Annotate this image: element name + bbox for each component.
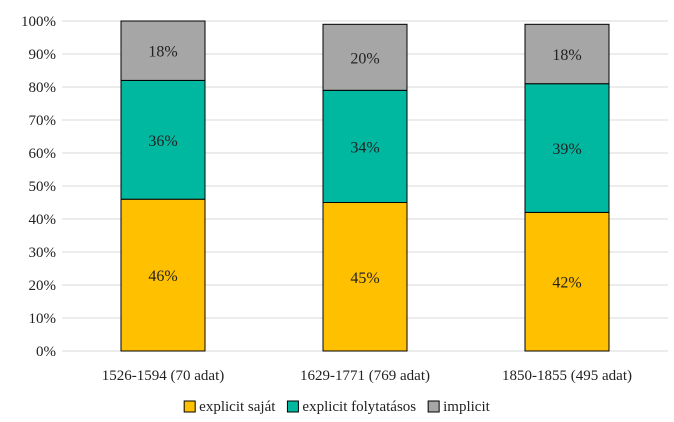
bar-segment xyxy=(120,198,206,352)
x-category-label: 1850-1855 (495 adat) xyxy=(502,368,632,384)
y-tick-label: 10% xyxy=(29,311,57,327)
y-tick-label: 30% xyxy=(29,245,57,261)
legend-label: implicit xyxy=(443,399,490,415)
data-label: 42% xyxy=(552,275,581,292)
x-category-label: 1629-1771 (769 adat) xyxy=(300,368,430,384)
y-tick-label: 20% xyxy=(29,278,57,294)
data-label: 18% xyxy=(148,44,177,61)
y-tick-label: 100% xyxy=(21,14,56,30)
x-axis-categories: 1526-1594 (70 adat) 1629-1771 (769 adat) 1… xyxy=(102,368,632,384)
legend: explicit saját explicit folytatásos implic… xyxy=(183,399,491,415)
bar-segment xyxy=(120,20,206,81)
bar-segment xyxy=(322,89,408,203)
x-category-label: 1526-1594 (70 adat) xyxy=(102,368,224,384)
legend-swatch xyxy=(183,400,196,413)
data-label: 36% xyxy=(148,133,177,150)
y-tick-label: 40% xyxy=(29,212,57,228)
data-label: 34% xyxy=(350,139,379,156)
data-label: 18% xyxy=(552,47,581,64)
y-tick-label: 50% xyxy=(29,179,57,195)
y-tick-label: 60% xyxy=(29,146,57,162)
data-labels: 46% 36% 18% 45% 34% 20% 42% 39% 18% xyxy=(148,44,581,292)
bar-segment xyxy=(120,79,206,200)
bars xyxy=(120,20,610,352)
bar-segment xyxy=(322,202,408,352)
bar-segment xyxy=(524,83,610,213)
y-tick-label: 90% xyxy=(29,47,57,63)
legend-label: explicit saját xyxy=(199,399,276,415)
legend-swatch xyxy=(286,400,299,413)
legend-swatch xyxy=(427,400,440,413)
legend-item: implicit xyxy=(427,399,491,415)
bar-segment xyxy=(524,23,610,85)
legend-label: explicit folytatásos xyxy=(302,399,416,415)
y-tick-label: 0% xyxy=(36,344,56,360)
y-axis-ticks: 0% 10% 20% 30% 40% 50% 60% 70% 80% 90% 100% xyxy=(21,14,56,360)
bar-segment xyxy=(322,23,408,91)
legend-item: explicit folytatásos xyxy=(286,399,416,415)
legend-item: explicit saját xyxy=(183,399,276,415)
data-label: 45% xyxy=(350,270,379,287)
bar-segment xyxy=(524,211,610,352)
data-label: 39% xyxy=(552,141,581,158)
y-tick-label: 70% xyxy=(29,113,57,129)
data-label: 20% xyxy=(350,50,379,67)
y-tick-label: 80% xyxy=(29,80,57,96)
data-label: 46% xyxy=(148,268,177,285)
